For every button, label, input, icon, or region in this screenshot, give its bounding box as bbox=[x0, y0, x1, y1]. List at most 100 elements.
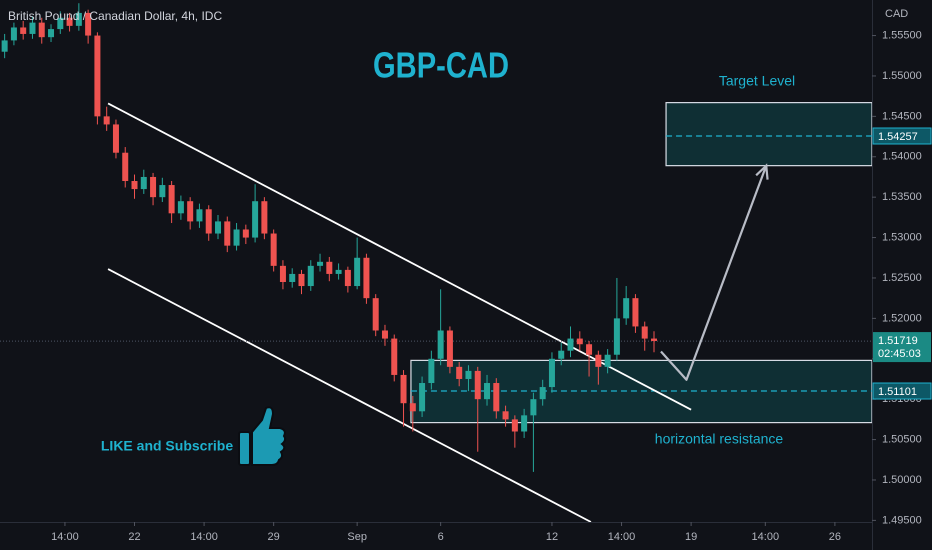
candle bbox=[419, 376, 426, 417]
candle bbox=[651, 331, 657, 353]
candle-body bbox=[48, 29, 55, 38]
candle-body bbox=[215, 221, 221, 234]
candle bbox=[150, 172, 157, 206]
candle bbox=[66, 12, 73, 32]
candle bbox=[85, 9, 92, 44]
candle-body bbox=[530, 399, 537, 416]
candle-body bbox=[57, 17, 64, 30]
candle-body bbox=[205, 209, 212, 234]
candle-body bbox=[150, 176, 157, 198]
candle-body bbox=[168, 185, 175, 214]
candle-body bbox=[595, 354, 602, 367]
candle bbox=[326, 256, 333, 282]
candle bbox=[391, 334, 398, 382]
candle-body bbox=[484, 383, 491, 400]
candle-body bbox=[122, 152, 129, 182]
projection-path bbox=[660, 165, 768, 381]
candle bbox=[279, 260, 286, 290]
candle bbox=[57, 11, 64, 34]
candle-body bbox=[641, 326, 648, 339]
candle-body bbox=[38, 22, 45, 38]
candle-body bbox=[1, 40, 8, 52]
candle bbox=[400, 370, 407, 427]
candle bbox=[623, 286, 630, 325]
candle-body bbox=[85, 12, 92, 36]
candle-body bbox=[66, 17, 73, 26]
candle bbox=[576, 331, 583, 351]
y-tick-label: 1.50500 bbox=[882, 433, 922, 445]
candle bbox=[289, 268, 296, 288]
call-to-action: LIKE and Subscribe bbox=[101, 438, 233, 454]
candle-body bbox=[493, 383, 500, 412]
candle bbox=[363, 253, 370, 304]
y-tick-label: 1.54000 bbox=[882, 151, 922, 163]
candle bbox=[586, 340, 593, 377]
candle-body bbox=[446, 330, 453, 367]
candle bbox=[224, 216, 231, 253]
candle bbox=[75, 3, 82, 31]
candle bbox=[242, 224, 249, 245]
candle bbox=[567, 326, 574, 358]
candle-body bbox=[372, 298, 379, 331]
candle bbox=[131, 174, 138, 199]
candle bbox=[446, 326, 453, 374]
candle-body bbox=[586, 344, 593, 355]
resistance-level-label: 1.51101 bbox=[878, 386, 917, 398]
candle-body bbox=[112, 124, 119, 153]
candle-body bbox=[233, 229, 240, 246]
x-tick-label: 26 bbox=[829, 531, 841, 543]
candle bbox=[381, 324, 388, 346]
candle-body bbox=[298, 273, 305, 287]
candle-body bbox=[363, 257, 370, 299]
candle-body bbox=[94, 35, 101, 117]
candle-body bbox=[317, 261, 324, 266]
candle bbox=[140, 169, 147, 194]
candle bbox=[20, 21, 27, 40]
candle-body bbox=[224, 221, 231, 246]
x-tick-label: 22 bbox=[128, 531, 140, 543]
candle bbox=[103, 106, 110, 131]
symbol-title: British Pound / Canadian Dollar, 4h, IDC bbox=[8, 9, 222, 23]
candle-body bbox=[289, 273, 296, 283]
candle bbox=[456, 362, 463, 387]
candle-body bbox=[437, 330, 444, 359]
candle bbox=[317, 253, 324, 272]
channel-lower bbox=[107, 268, 592, 523]
candle-body bbox=[159, 185, 166, 198]
candle-body bbox=[252, 201, 259, 238]
currency-label: CAD bbox=[885, 8, 908, 20]
candle bbox=[159, 177, 166, 203]
candle bbox=[187, 197, 194, 230]
candle bbox=[409, 395, 416, 432]
candle bbox=[511, 415, 518, 448]
candle-body bbox=[103, 116, 110, 125]
candle-body bbox=[344, 269, 351, 287]
candle-body bbox=[613, 318, 620, 355]
candle-body bbox=[354, 257, 361, 287]
candle-body bbox=[242, 229, 249, 238]
candle-body bbox=[511, 419, 518, 432]
candle bbox=[632, 294, 639, 333]
candle bbox=[539, 379, 546, 406]
channel-upper bbox=[107, 102, 692, 411]
candle-body bbox=[409, 403, 416, 412]
candle-body bbox=[131, 181, 138, 190]
candle bbox=[474, 366, 481, 452]
target-zone bbox=[665, 102, 873, 167]
candle-body bbox=[623, 298, 630, 319]
candle bbox=[502, 405, 509, 427]
candle-body bbox=[326, 261, 333, 274]
y-tick-label: 1.54500 bbox=[882, 110, 922, 122]
candle bbox=[344, 266, 351, 293]
candle-body bbox=[456, 366, 463, 379]
candle-body bbox=[335, 269, 342, 274]
x-tick-label: 19 bbox=[685, 531, 697, 543]
candle-body bbox=[140, 176, 147, 190]
candle-body bbox=[651, 338, 657, 341]
candle-body bbox=[419, 383, 426, 412]
candle-body bbox=[558, 350, 565, 359]
candle bbox=[1, 33, 8, 59]
candle bbox=[558, 342, 565, 366]
candle-body bbox=[381, 330, 388, 339]
thumbs-up-icon bbox=[238, 406, 287, 466]
